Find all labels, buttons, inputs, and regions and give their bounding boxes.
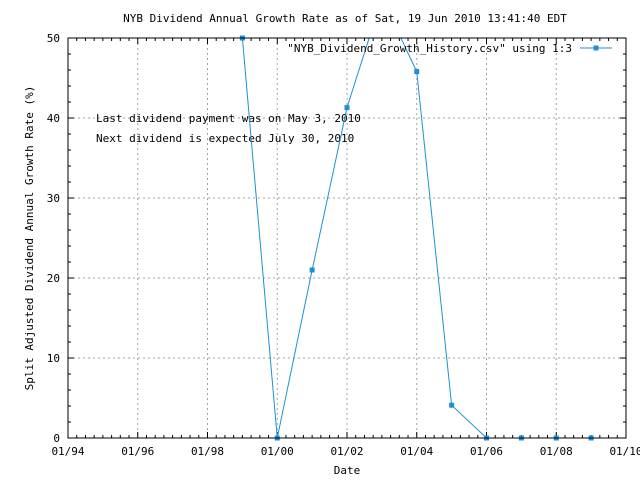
data-point [449, 402, 455, 408]
plot-border [67, 37, 627, 439]
x-tick-label: 01/00 [261, 445, 294, 458]
x-tick-label: 01/04 [400, 445, 433, 458]
data-point [309, 267, 315, 273]
chart-title: NYB Dividend Annual Growth Rate as of Sa… [123, 12, 567, 25]
y-axis-label: Split Adjusted Dividend Annual Growth Ra… [23, 86, 36, 391]
x-tick-label: 01/06 [470, 445, 503, 458]
data-point [344, 105, 350, 111]
legend: "NYB_Dividend_Growth_History.csv" using … [287, 42, 612, 55]
x-axis-label: Date [334, 464, 361, 477]
y-tick-label: 50 [47, 32, 60, 45]
x-tick-labels: 01/94 01/96 01/98 01/00 01/02 01/04 01/06 01/08… [51, 445, 640, 458]
y-tick-label: 0 [53, 432, 60, 445]
x-tick-label: 01/96 [121, 445, 154, 458]
y-tick-label: 10 [47, 352, 60, 365]
legend-marker-sample [593, 45, 599, 51]
x-tick-label: 01/94 [51, 445, 84, 458]
y-tick-labels: 0 10 20 30 40 50 [47, 32, 60, 445]
y-tick-label: 40 [47, 112, 60, 125]
data-point [414, 69, 420, 75]
legend-entry-label: "NYB_Dividend_Growth_History.csv" using … [287, 42, 572, 55]
annotation-last-payment: Last dividend payment was on May 3, 2010 [96, 112, 361, 125]
annotations: Last dividend payment was on May 3, 2010… [96, 112, 361, 145]
x-tick-label: 01/98 [191, 445, 224, 458]
x-tick-label: 01/10 [609, 445, 640, 458]
annotation-next-dividend: Next dividend is expected July 30, 2010 [96, 132, 354, 145]
x-tick-label: 01/08 [540, 445, 573, 458]
y-tick-label: 20 [47, 272, 60, 285]
grid-lines [68, 38, 626, 438]
x-tick-label: 01/02 [330, 445, 363, 458]
y-tick-label: 30 [47, 192, 60, 205]
